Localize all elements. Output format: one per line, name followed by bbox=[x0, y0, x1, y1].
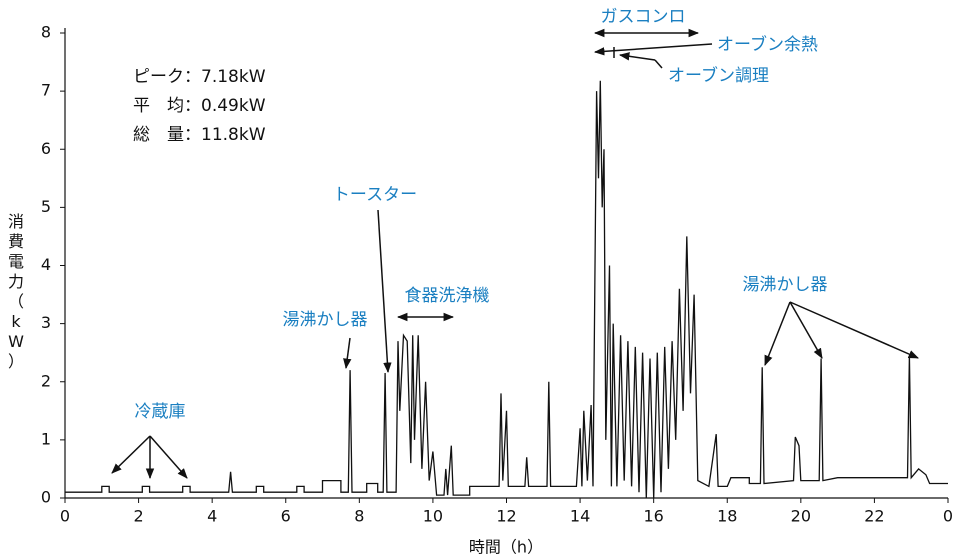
annotation-label: ガスコンロ bbox=[601, 7, 686, 27]
y-tick-label: 2 bbox=[41, 371, 51, 390]
annotation-label: 冷蔵庫 bbox=[135, 402, 186, 422]
y-tick-label: 6 bbox=[41, 139, 51, 158]
x-tick-label: 10 bbox=[423, 507, 443, 526]
x-tick-label: 4 bbox=[207, 507, 217, 526]
annotation-label: オーブン調理 bbox=[668, 65, 769, 86]
annotation-label: トースター bbox=[333, 185, 417, 205]
x-tick-label: 0 bbox=[943, 507, 953, 526]
x-tick-label: 2 bbox=[133, 507, 143, 526]
y-tick-label: 4 bbox=[41, 255, 51, 274]
y-tick-label: 5 bbox=[41, 197, 51, 216]
x-tick-label: 18 bbox=[717, 507, 737, 526]
y-tick-label: 0 bbox=[41, 488, 51, 507]
stat-text: ピーク：7.18kW bbox=[133, 67, 266, 87]
annotation-label: 湯沸かし器 bbox=[283, 310, 368, 330]
y-tick-label: 1 bbox=[41, 429, 51, 448]
y-tick-label: 7 bbox=[41, 81, 51, 100]
x-tick-label: 14 bbox=[570, 507, 590, 526]
x-tick-label: 16 bbox=[643, 507, 663, 526]
x-tick-label: 22 bbox=[864, 507, 884, 526]
stat-text: 平 均：0.49kW bbox=[133, 96, 266, 116]
x-axis-title: 時間（h） bbox=[469, 538, 543, 557]
x-tick-label: 0 bbox=[60, 507, 70, 526]
annotation-arrows bbox=[111, 28, 919, 480]
x-tick-label: 6 bbox=[281, 507, 291, 526]
annotation-label: 食器洗浄機 bbox=[405, 286, 490, 306]
stat-text: 総 量：11.8kW bbox=[133, 125, 266, 145]
y-tick-label: 3 bbox=[41, 313, 51, 332]
y-axis-title: 消費電力（ k W） bbox=[8, 212, 24, 371]
x-tick-label: 12 bbox=[496, 507, 516, 526]
y-tick-label: 8 bbox=[41, 23, 51, 42]
annotation-label: オーブン余熱 bbox=[717, 34, 818, 55]
annotation-label: 湯沸かし器 bbox=[743, 275, 828, 295]
x-tick-label: 20 bbox=[791, 507, 811, 526]
x-tick-label: 8 bbox=[354, 507, 364, 526]
power-line bbox=[65, 80, 948, 499]
